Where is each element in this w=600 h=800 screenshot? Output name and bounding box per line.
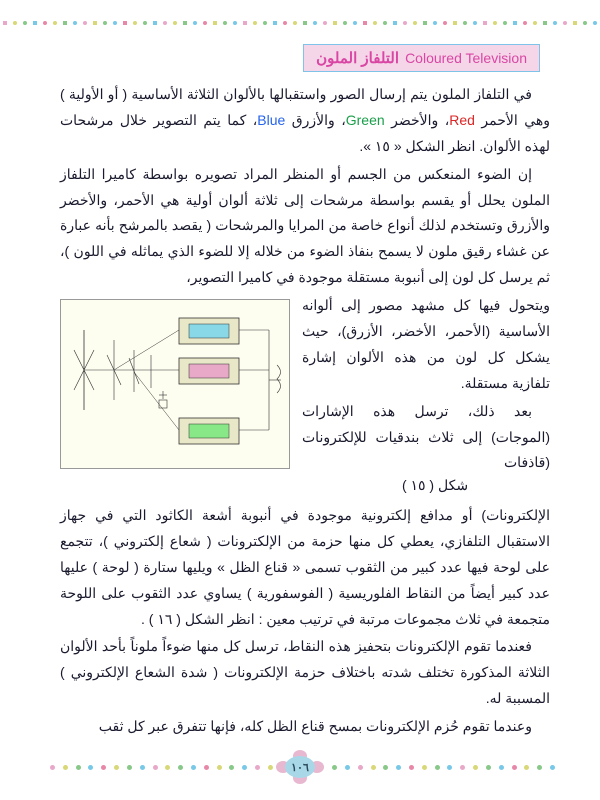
paragraph-2: إن الضوء المنعكس من الجسم أو المنظر المر… (60, 162, 550, 291)
figure-15 (60, 299, 290, 469)
page-number: ١٠٦ (285, 756, 315, 778)
section-header: التلفاز الملون Coloured Television (303, 44, 540, 72)
red-label: Red (449, 112, 475, 128)
paragraph-6: وعندما تقوم حُزم الإلكترونات بمسح قناع ا… (60, 714, 550, 740)
header-english: Coloured Television (405, 50, 527, 66)
page-number-badge: ١٠٦ (278, 752, 322, 782)
blue-label: Blue (257, 112, 285, 128)
body-text: في التلفاز الملون يتم إرسال الصور واستقب… (60, 82, 550, 742)
paragraph-4: الإلكترونات) أو مدافع إلكترونية موجودة ف… (60, 503, 550, 632)
diagram-svg (61, 300, 289, 468)
green-label: Green (346, 112, 385, 128)
figure-caption: شكل ( ١٥ ) (320, 473, 550, 499)
paragraph-5: فعندما تقوم الإلكترونات بتحفيز هذه النقا… (60, 634, 550, 712)
header-arabic: التلفاز الملون (316, 49, 399, 67)
top-border-pattern (0, 12, 600, 20)
paragraph-1: في التلفاز الملون يتم إرسال الصور واستقب… (60, 82, 550, 160)
